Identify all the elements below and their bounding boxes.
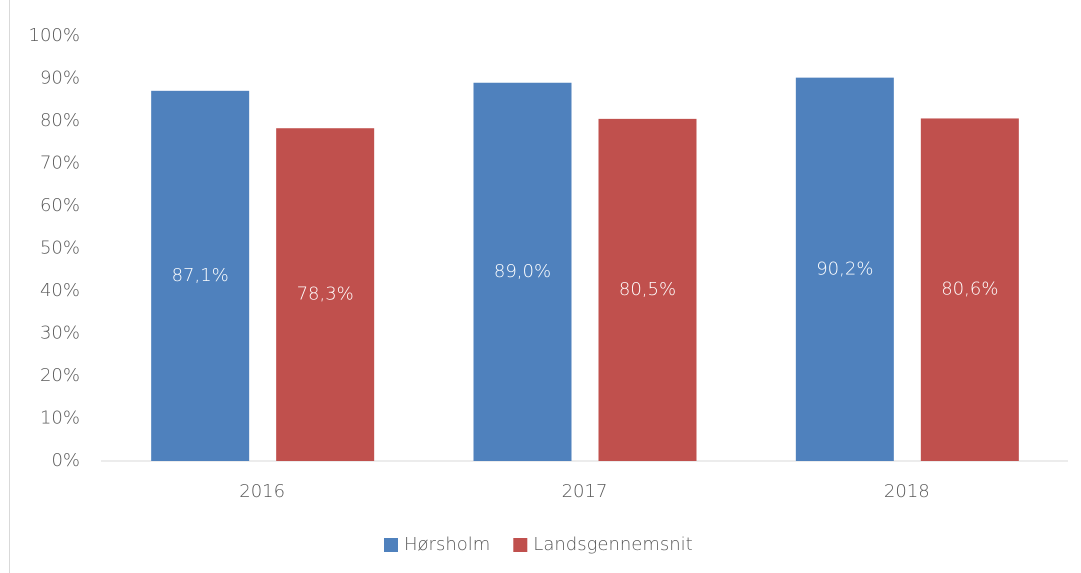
data-label: 78,3% bbox=[297, 284, 354, 305]
bar bbox=[920, 118, 1019, 461]
bar bbox=[151, 90, 250, 461]
data-label: 80,6% bbox=[941, 279, 998, 300]
x-tick-label: 2018 bbox=[884, 481, 930, 502]
legend-label: Hørsholm bbox=[404, 534, 490, 555]
bar bbox=[473, 82, 572, 461]
bar bbox=[795, 77, 894, 462]
data-label: 87,1% bbox=[172, 265, 229, 286]
y-tick-label: 10% bbox=[40, 408, 80, 429]
y-tick-label: 70% bbox=[40, 153, 80, 174]
y-tick-label: 60% bbox=[40, 195, 80, 216]
y-tick-label: 0% bbox=[51, 450, 80, 471]
legend-swatch bbox=[513, 538, 528, 552]
legend-swatch bbox=[384, 538, 398, 552]
bar bbox=[598, 118, 697, 461]
x-tick-label: 2017 bbox=[562, 481, 608, 502]
y-tick-label: 90% bbox=[40, 68, 80, 89]
data-label: 80,5% bbox=[619, 279, 676, 300]
bar bbox=[276, 128, 375, 461]
y-tick-label: 80% bbox=[40, 110, 80, 131]
y-tick-label: 100% bbox=[29, 25, 80, 46]
y-tick-label: 30% bbox=[40, 323, 80, 344]
x-tick-label: 2016 bbox=[239, 481, 285, 502]
y-tick-label: 50% bbox=[40, 238, 80, 259]
data-label: 89,0% bbox=[494, 261, 551, 282]
y-tick-label: 40% bbox=[40, 280, 80, 301]
legend-label: Landsgennemsnit bbox=[533, 534, 692, 555]
y-tick-label: 20% bbox=[40, 365, 80, 386]
data-label: 90,2% bbox=[816, 258, 873, 279]
